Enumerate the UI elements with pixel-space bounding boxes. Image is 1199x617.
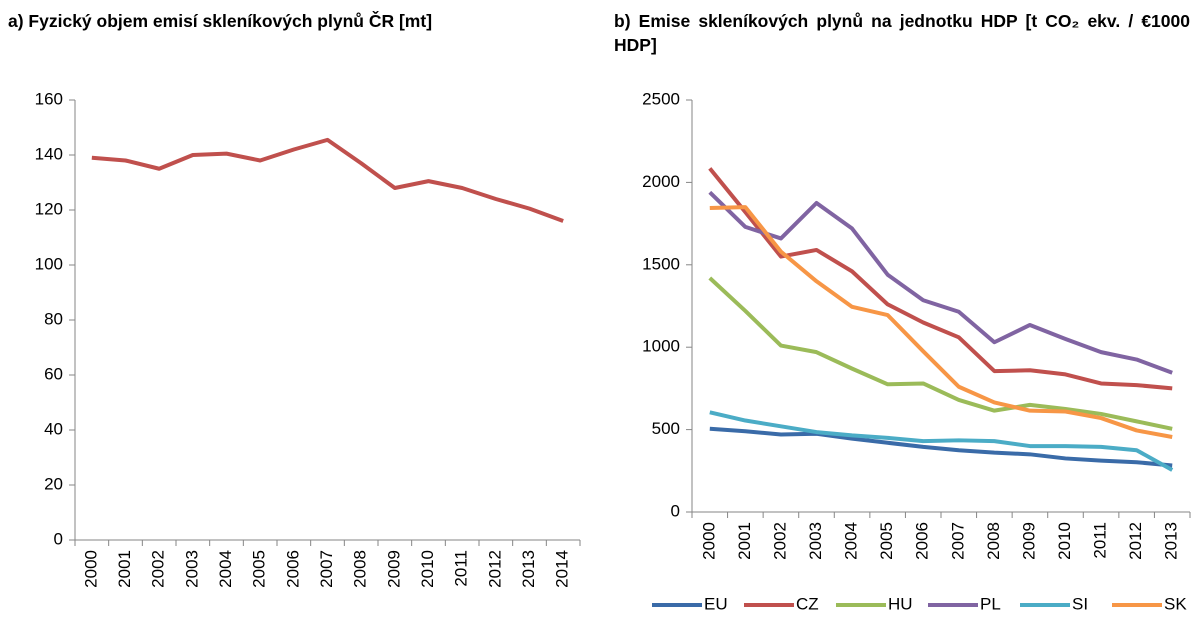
x-tick-label: 2007 bbox=[948, 522, 967, 560]
line-series bbox=[708, 167, 1173, 391]
x-tick-label: 2012 bbox=[1126, 522, 1145, 560]
x-tick-label: 2007 bbox=[317, 550, 336, 588]
y-tick-label: 0 bbox=[671, 501, 680, 520]
x-tick-label: 2000 bbox=[699, 522, 718, 560]
x-tick-label: 2005 bbox=[877, 522, 896, 560]
chart-title: a) Fyzický objem emisí skleníkových plyn… bbox=[8, 11, 433, 31]
line-series bbox=[709, 205, 1173, 439]
x-tick-label: 2006 bbox=[283, 550, 302, 588]
x-tick-label: 2001 bbox=[735, 522, 754, 560]
x-tick-label: 2012 bbox=[485, 550, 504, 588]
chart-title: b) Emise skleníkových plynů na jednotku … bbox=[614, 11, 1190, 55]
legend-label: EU bbox=[704, 594, 728, 613]
x-tick-label: 2013 bbox=[519, 550, 538, 588]
x-tick-label: 2004 bbox=[842, 522, 861, 560]
line-series bbox=[708, 190, 1173, 375]
x-tick-label: 2005 bbox=[250, 550, 269, 588]
legend-label: SK bbox=[1164, 594, 1187, 613]
line-series bbox=[708, 276, 1173, 431]
y-tick-label: 0 bbox=[54, 529, 63, 548]
x-tick-label: 2008 bbox=[351, 550, 370, 588]
legend-label: SI bbox=[1072, 594, 1088, 613]
y-tick-label: 80 bbox=[44, 309, 63, 328]
x-tick-label: 2001 bbox=[115, 550, 134, 588]
line-series bbox=[709, 426, 1173, 468]
x-tick-label: 2002 bbox=[770, 522, 789, 560]
x-tick-label: 2009 bbox=[1019, 522, 1038, 560]
x-tick-label: 2004 bbox=[216, 550, 235, 588]
y-tick-label: 2500 bbox=[642, 89, 680, 108]
y-tick-label: 140 bbox=[35, 144, 63, 163]
x-tick-label: 2009 bbox=[384, 550, 403, 588]
y-tick-label: 40 bbox=[44, 419, 63, 438]
y-tick-label: 160 bbox=[35, 89, 63, 108]
y-tick-label: 1000 bbox=[642, 337, 680, 356]
x-tick-label: 2000 bbox=[81, 550, 100, 588]
line-series bbox=[709, 410, 1174, 472]
y-tick-label: 60 bbox=[44, 364, 63, 383]
x-tick-label: 2011 bbox=[452, 550, 471, 587]
x-tick-label: 2014 bbox=[553, 550, 572, 588]
x-tick-label: 2010 bbox=[418, 550, 437, 588]
y-tick-label: 2000 bbox=[642, 172, 680, 191]
x-tick-label: 2010 bbox=[1055, 522, 1074, 560]
x-tick-label: 2006 bbox=[913, 522, 932, 560]
legend-label: HU bbox=[888, 594, 913, 613]
x-tick-label: 2003 bbox=[182, 550, 201, 588]
legend-label: PL bbox=[980, 594, 1001, 613]
y-tick-label: 120 bbox=[35, 199, 63, 218]
y-tick-label: 100 bbox=[35, 254, 63, 273]
x-tick-label: 2013 bbox=[1162, 522, 1181, 560]
x-tick-label: 2002 bbox=[149, 550, 168, 588]
y-tick-label: 500 bbox=[652, 419, 680, 438]
y-tick-label: 20 bbox=[44, 474, 63, 493]
x-tick-label: 2008 bbox=[984, 522, 1003, 560]
x-tick-label: 2003 bbox=[806, 522, 825, 560]
x-tick-label: 2011 bbox=[1091, 522, 1110, 559]
legend-label: CZ bbox=[796, 594, 819, 613]
line-series bbox=[91, 137, 564, 223]
y-tick-label: 1500 bbox=[642, 254, 680, 273]
